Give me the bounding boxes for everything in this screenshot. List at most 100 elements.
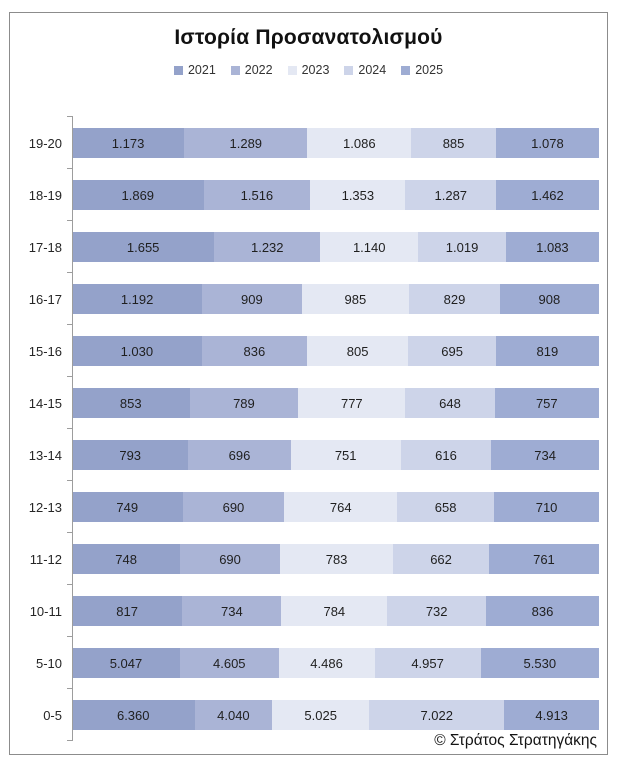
segment-value-label: 829 bbox=[443, 291, 466, 307]
bar-segment-2022: 690 bbox=[180, 544, 280, 574]
bar-row: 17-18 1.655 1.232 1.140 1.019 1.083 bbox=[10, 221, 599, 273]
category-label: 14-15 bbox=[28, 395, 62, 411]
bar-segment-2021: 6.360 bbox=[72, 700, 195, 730]
bar-track: 749 690 764 658 710 bbox=[72, 492, 599, 522]
bar-row: 13-14 793 696 751 616 734 bbox=[10, 429, 599, 481]
segment-value-label: 6.360 bbox=[116, 707, 150, 723]
bar-row: 18-19 1.869 1.516 1.353 1.287 1.462 bbox=[10, 169, 599, 221]
bar-segment-2021: 793 bbox=[72, 440, 189, 470]
segment-value-label: 1.655 bbox=[126, 239, 160, 255]
segment-value-label: 1.287 bbox=[434, 187, 468, 203]
segment-value-label: 1.869 bbox=[121, 187, 155, 203]
segment-value-label: 836 bbox=[243, 343, 266, 359]
bar-segment-2024: 829 bbox=[409, 284, 500, 314]
segment-value-label: 1.289 bbox=[229, 135, 263, 151]
axis-tick bbox=[67, 584, 72, 585]
segment-value-label: 690 bbox=[222, 499, 245, 515]
bar-segment-2024: 662 bbox=[393, 544, 489, 574]
bar-segment-2025: 757 bbox=[494, 388, 599, 418]
axis-tick bbox=[67, 636, 72, 637]
category-label: 12-13 bbox=[28, 499, 62, 515]
bar-segment-2025: 710 bbox=[494, 492, 599, 522]
segment-value-label: 1.083 bbox=[536, 239, 569, 255]
bar-segment-2025: 908 bbox=[499, 284, 599, 314]
segment-value-label: 4.040 bbox=[217, 707, 250, 723]
axis-tick bbox=[67, 324, 72, 325]
legend-label: 2021 bbox=[187, 63, 216, 77]
segment-value-label: 761 bbox=[533, 551, 555, 567]
segment-value-label: 764 bbox=[329, 499, 352, 515]
segment-value-label: 909 bbox=[241, 291, 263, 307]
segment-value-label: 751 bbox=[334, 447, 357, 463]
segment-value-label: 4.486 bbox=[310, 655, 343, 671]
bar-segment-2022: 909 bbox=[202, 284, 302, 314]
bar-segment-2024: 658 bbox=[397, 492, 495, 522]
bar-track: 1.173 1.289 1.086 885 1.078 bbox=[72, 128, 599, 158]
axis-tick bbox=[67, 532, 72, 533]
segment-value-label: 734 bbox=[534, 447, 556, 463]
segment-value-label: 1.173 bbox=[111, 135, 145, 151]
bar-segment-2023: 777 bbox=[298, 388, 406, 418]
bar-track: 748 690 783 662 761 bbox=[72, 544, 599, 574]
bar-segment-2021: 1.173 bbox=[72, 128, 185, 158]
bar-row: 16-17 1.192 909 985 829 908 bbox=[10, 273, 599, 325]
legend-item-2023: 2023 bbox=[287, 63, 329, 77]
chart-title: Ιστορία Προσανατολισμού bbox=[174, 26, 443, 49]
segment-value-label: 783 bbox=[325, 551, 348, 567]
bar-segment-2024: 732 bbox=[387, 596, 487, 626]
bar-segment-2023: 784 bbox=[281, 596, 388, 626]
category-label: 18-19 bbox=[28, 187, 62, 203]
bar-segment-2021: 853 bbox=[72, 388, 190, 418]
segment-value-label: 1.232 bbox=[250, 239, 284, 255]
bar-row: 5-10 5.047 4.605 4.486 4.957 5.530 bbox=[10, 637, 599, 689]
segment-value-label: 819 bbox=[536, 343, 559, 359]
legend-swatch-icon bbox=[287, 65, 297, 75]
bar-segment-2023: 4.486 bbox=[278, 648, 375, 678]
bar-segment-2023: 1.140 bbox=[320, 232, 419, 262]
bar-segment-2022: 734 bbox=[182, 596, 282, 626]
bar-track: 817 734 784 732 836 bbox=[72, 596, 599, 626]
axis-tick bbox=[67, 480, 72, 481]
segment-value-label: 817 bbox=[116, 603, 138, 619]
bar-segment-2022: 4.040 bbox=[194, 700, 273, 730]
segment-value-label: 658 bbox=[434, 499, 457, 515]
segment-value-label: 1.140 bbox=[352, 239, 386, 255]
segment-value-label: 885 bbox=[442, 135, 465, 151]
segment-value-label: 784 bbox=[323, 603, 346, 619]
legend-label: 2025 bbox=[415, 63, 444, 77]
category-label: 16-17 bbox=[28, 291, 62, 307]
category-label: 19-20 bbox=[28, 135, 62, 151]
legend-item-2021: 2021 bbox=[173, 63, 216, 77]
axis-tick bbox=[67, 428, 72, 429]
bar-segment-2022: 1.232 bbox=[214, 232, 321, 262]
segment-value-label: 734 bbox=[221, 603, 243, 619]
segment-value-label: 1.019 bbox=[445, 239, 479, 255]
segment-value-label: 853 bbox=[119, 395, 142, 411]
segment-value-label: 908 bbox=[538, 291, 561, 307]
legend-swatch-icon bbox=[344, 65, 354, 75]
category-label: 17-18 bbox=[28, 239, 62, 255]
segment-value-label: 5.025 bbox=[304, 707, 337, 723]
segment-value-label: 695 bbox=[441, 343, 463, 359]
axis-tick bbox=[67, 272, 72, 273]
legend-item-2024: 2024 bbox=[344, 63, 386, 77]
segment-value-label: 1.078 bbox=[531, 135, 564, 151]
bar-track: 1.030 836 805 695 819 bbox=[72, 336, 599, 366]
bar-segment-2025: 836 bbox=[486, 596, 599, 626]
bar-segment-2025: 4.913 bbox=[504, 700, 599, 730]
axis-tick bbox=[67, 376, 72, 377]
bar-row: 15-16 1.030 836 805 695 819 bbox=[10, 325, 599, 377]
segment-value-label: 4.913 bbox=[535, 707, 568, 723]
bar-segment-2021: 1.655 bbox=[72, 232, 215, 262]
bar-segment-2025: 819 bbox=[495, 336, 599, 366]
bar-segment-2021: 748 bbox=[72, 544, 181, 574]
bar-segment-2022: 789 bbox=[189, 388, 299, 418]
segment-value-label: 1.516 bbox=[240, 187, 274, 203]
legend-swatch-icon bbox=[230, 65, 240, 75]
bar-segment-2021: 1.869 bbox=[72, 180, 204, 210]
bar-segment-2024: 695 bbox=[408, 336, 496, 366]
axis-tick bbox=[67, 220, 72, 221]
bar-segment-2023: 751 bbox=[290, 440, 401, 470]
legend-label: 2022 bbox=[244, 63, 273, 77]
